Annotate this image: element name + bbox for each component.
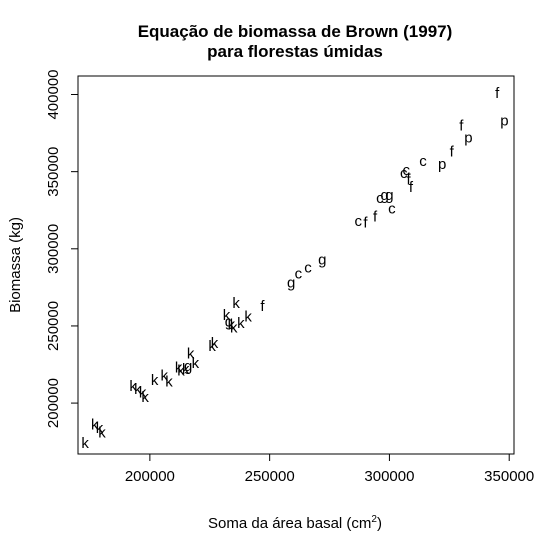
x-tick-label: 300000	[364, 468, 414, 485]
data-point-f: f	[363, 215, 368, 232]
data-point-k: k	[91, 417, 99, 434]
data-point-k: k	[244, 309, 252, 326]
data-point-k: k	[139, 384, 147, 401]
chart-title-line2: para florestas úmidas	[207, 42, 383, 61]
data-point-k: k	[211, 335, 219, 352]
chart-title-line1: Equação de biomassa de Brown (1997)	[138, 22, 453, 41]
data-point-k: k	[151, 372, 159, 389]
data-point-k: k	[208, 338, 216, 355]
data-point-g: g	[318, 252, 326, 269]
data-point-g: g	[287, 275, 295, 292]
data-point-k: k	[175, 360, 183, 377]
data-point-p: p	[500, 113, 508, 130]
y-tick-label: 300000	[45, 224, 62, 274]
y-tick-label: 250000	[45, 301, 62, 351]
data-point-k: k	[187, 346, 195, 363]
x-tick-label: 250000	[245, 468, 295, 485]
data-point-g: g	[380, 187, 388, 204]
x-tick-label: 200000	[125, 468, 175, 485]
data-point-f: f	[459, 117, 464, 134]
data-point-k: k	[98, 424, 106, 441]
y-tick-label: 200000	[45, 378, 62, 428]
data-point-k: k	[232, 295, 240, 312]
data-point-k: k	[192, 355, 200, 372]
y-tick-label: 350000	[45, 147, 62, 197]
data-point-k: k	[182, 361, 190, 378]
x-tick-label: 350000	[484, 468, 534, 485]
data-point-k: k	[223, 307, 231, 324]
data-point-k: k	[165, 373, 173, 390]
data-point-p: p	[464, 130, 472, 147]
data-point-c: c	[402, 162, 410, 179]
data-point-c: c	[419, 153, 427, 170]
data-point-k: k	[81, 435, 89, 452]
data-point-k: k	[141, 389, 149, 406]
data-point-k: k	[129, 378, 137, 395]
data-point-k: k	[228, 316, 236, 333]
x-axis-label-main: Soma da área basal (cm	[208, 515, 371, 532]
y-tick-label: 400000	[45, 69, 62, 119]
x-axis-label-close: )	[377, 515, 382, 532]
data-point-k: k	[96, 420, 104, 437]
x-axis-label-superscript: 2	[371, 514, 377, 525]
x-axis: 200000 250000 300000 350000	[125, 454, 534, 485]
data-point-p: p	[438, 156, 446, 173]
data-point-f: f	[260, 298, 265, 315]
data-point-k: k	[230, 319, 238, 336]
data-point-k: k	[177, 363, 185, 380]
data-point-f: f	[409, 179, 414, 196]
data-point-g: g	[385, 187, 393, 204]
data-point-k: k	[237, 315, 245, 332]
x-axis-label: Soma da área basal (cm2)	[208, 514, 382, 532]
data-point-c: c	[388, 201, 396, 218]
data-point-c: c	[400, 165, 408, 182]
data-point-c: c	[355, 213, 363, 230]
data-point-k: k	[134, 381, 142, 398]
plot-frame	[77, 75, 515, 455]
data-point-f: f	[450, 144, 455, 161]
data-point-k: k	[160, 367, 168, 384]
data-point-f: f	[495, 85, 500, 102]
data-point-g: g	[184, 358, 192, 375]
data-point-c: c	[304, 259, 312, 276]
y-axis: 200000 250000 300000 350000 400000	[45, 69, 78, 428]
data-point-f: f	[373, 208, 378, 225]
y-axis-label: Biomassa (kg)	[7, 217, 24, 313]
data-point-f: f	[407, 171, 412, 188]
data-point-c: c	[295, 265, 303, 282]
data-point-c: c	[376, 190, 384, 207]
data-point-g: g	[225, 313, 233, 330]
